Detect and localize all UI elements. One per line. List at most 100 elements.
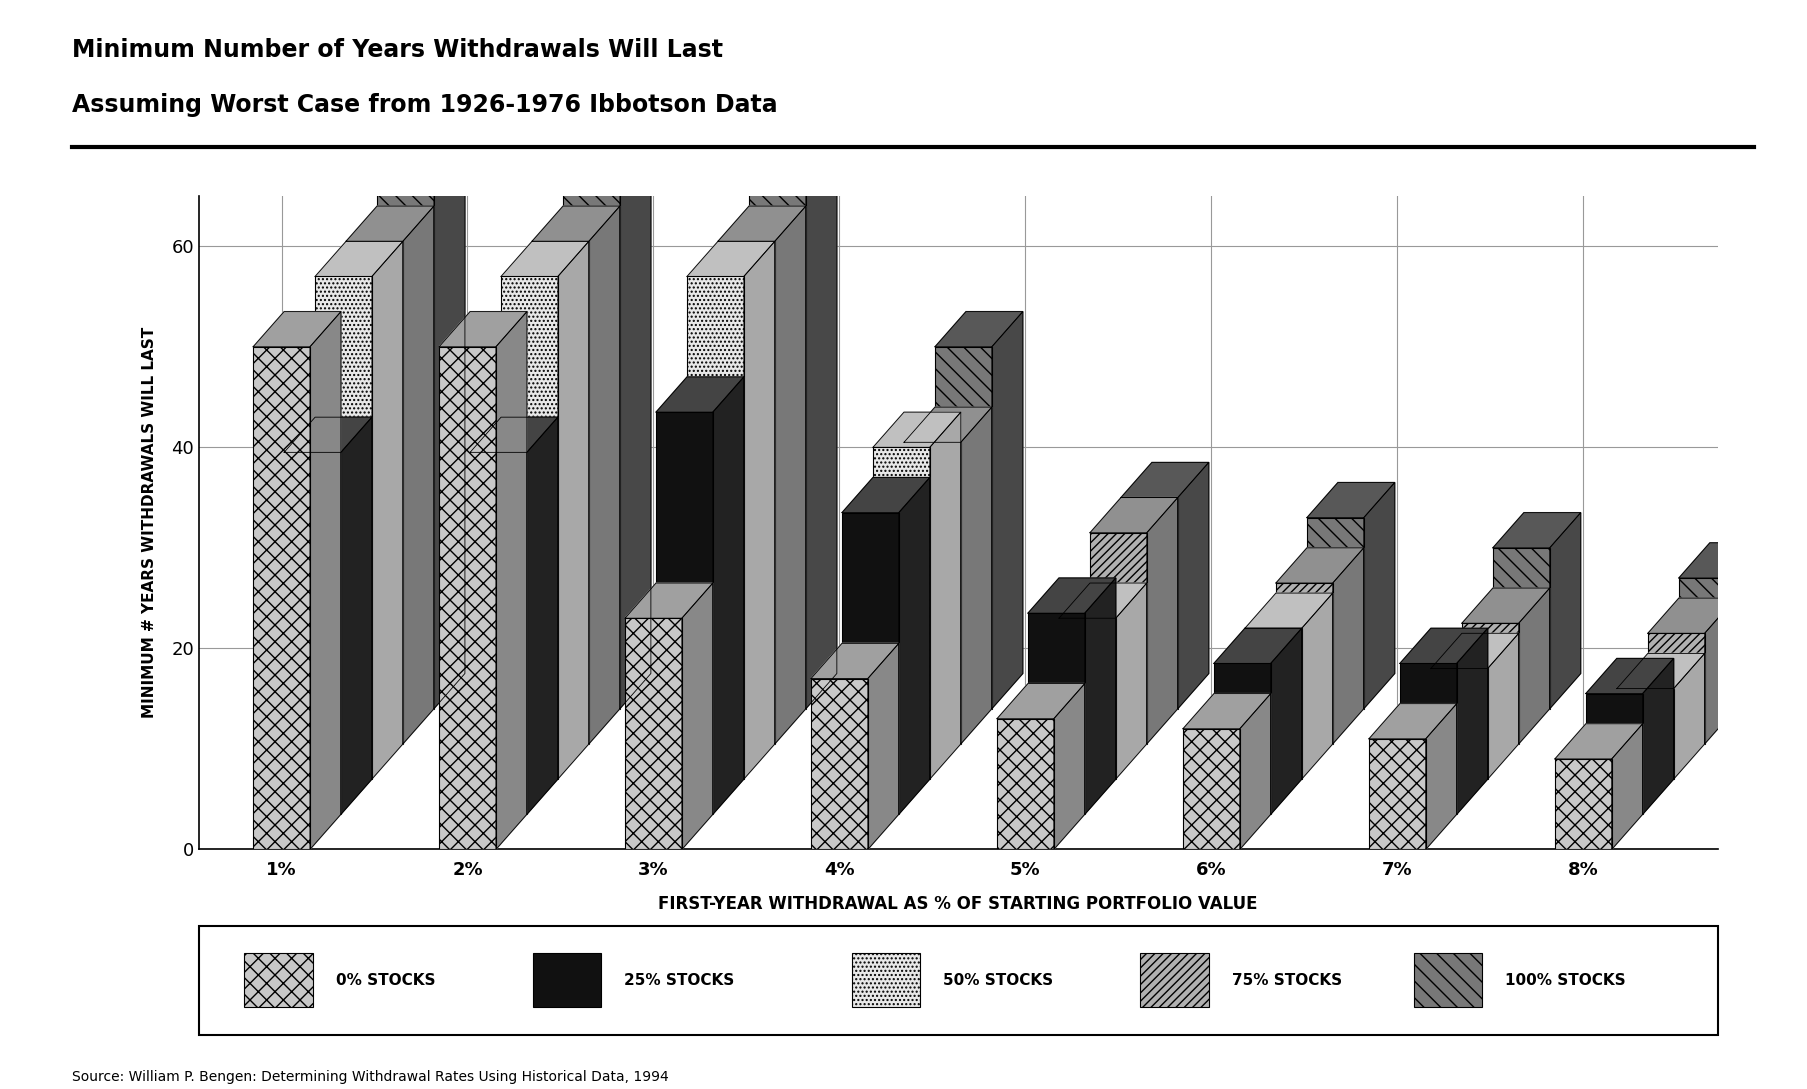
Polygon shape <box>1462 588 1549 623</box>
Polygon shape <box>403 206 434 744</box>
Polygon shape <box>811 644 898 678</box>
Bar <box>1646 634 1704 744</box>
Bar <box>1399 663 1456 815</box>
Polygon shape <box>562 140 651 176</box>
Bar <box>501 277 558 779</box>
Polygon shape <box>1426 703 1456 849</box>
Polygon shape <box>1487 634 1518 779</box>
Polygon shape <box>996 684 1084 719</box>
Polygon shape <box>495 311 526 849</box>
Polygon shape <box>1270 628 1301 815</box>
Bar <box>314 277 372 779</box>
Polygon shape <box>1643 659 1673 815</box>
X-axis label: FIRST-YEAR WITHDRAWAL AS % OF STARTING PORTFOLIO VALUE: FIRST-YEAR WITHDRAWAL AS % OF STARTING P… <box>658 895 1258 914</box>
Bar <box>996 719 1053 849</box>
Polygon shape <box>1146 498 1176 744</box>
Polygon shape <box>904 407 992 442</box>
Polygon shape <box>992 311 1023 709</box>
Polygon shape <box>1735 542 1765 709</box>
Polygon shape <box>1332 548 1362 744</box>
Bar <box>1140 953 1209 1007</box>
Bar <box>1212 663 1270 815</box>
Polygon shape <box>531 206 620 242</box>
Text: 75% STOCKS: 75% STOCKS <box>1231 972 1341 988</box>
Bar <box>1368 738 1426 849</box>
Text: Minimum Number of Years Withdrawals Will Last: Minimum Number of Years Withdrawals Will… <box>72 38 723 62</box>
Polygon shape <box>558 242 589 779</box>
Polygon shape <box>898 477 929 815</box>
Polygon shape <box>501 242 589 277</box>
Polygon shape <box>1028 578 1115 613</box>
Polygon shape <box>1615 653 1704 688</box>
Bar <box>1182 729 1240 849</box>
Polygon shape <box>378 140 464 176</box>
Polygon shape <box>309 311 342 849</box>
Polygon shape <box>1399 628 1487 663</box>
Polygon shape <box>929 412 960 779</box>
Polygon shape <box>1610 724 1643 849</box>
Polygon shape <box>1212 628 1301 663</box>
Polygon shape <box>748 140 837 176</box>
Polygon shape <box>1456 628 1487 815</box>
Polygon shape <box>1493 513 1579 548</box>
Polygon shape <box>372 242 403 779</box>
Polygon shape <box>314 242 403 277</box>
Polygon shape <box>1554 724 1643 759</box>
Bar <box>842 513 898 815</box>
Polygon shape <box>1120 463 1209 498</box>
Polygon shape <box>1673 653 1704 779</box>
Polygon shape <box>806 140 837 709</box>
Polygon shape <box>873 412 960 448</box>
Polygon shape <box>1585 659 1673 694</box>
Bar <box>345 242 403 744</box>
Text: 25% STOCKS: 25% STOCKS <box>623 972 734 988</box>
Bar <box>625 619 681 849</box>
Polygon shape <box>342 417 372 815</box>
Polygon shape <box>1240 694 1270 849</box>
Bar <box>439 346 495 849</box>
Bar <box>1276 583 1332 744</box>
Text: 50% STOCKS: 50% STOCKS <box>943 972 1053 988</box>
Polygon shape <box>681 583 712 849</box>
Polygon shape <box>842 477 929 513</box>
Polygon shape <box>1301 594 1332 779</box>
Polygon shape <box>1090 498 1176 533</box>
Polygon shape <box>1549 513 1579 709</box>
Polygon shape <box>620 140 651 709</box>
Bar <box>244 953 313 1007</box>
Bar <box>531 242 589 744</box>
Polygon shape <box>345 206 434 242</box>
Polygon shape <box>1429 634 1518 669</box>
Bar <box>1059 619 1115 779</box>
Bar <box>873 448 929 779</box>
Polygon shape <box>867 644 898 849</box>
Polygon shape <box>775 206 806 744</box>
Bar <box>1306 517 1362 709</box>
Bar <box>717 242 775 744</box>
Bar <box>1429 669 1487 779</box>
Text: Assuming Worst Case from 1926-1976 Ibbotson Data: Assuming Worst Case from 1926-1976 Ibbot… <box>72 93 777 117</box>
Bar <box>811 678 867 849</box>
Bar <box>1413 953 1482 1007</box>
Polygon shape <box>1182 694 1270 729</box>
Polygon shape <box>1518 588 1549 744</box>
Bar <box>1090 533 1146 744</box>
Polygon shape <box>1704 598 1735 744</box>
Polygon shape <box>434 140 464 709</box>
Polygon shape <box>284 417 372 452</box>
Polygon shape <box>1368 703 1456 738</box>
Y-axis label: MINIMUM # YEARS WITHDRAWALS WILL LAST: MINIMUM # YEARS WITHDRAWALS WILL LAST <box>143 327 157 719</box>
Bar <box>1554 759 1610 849</box>
Bar <box>1493 548 1549 709</box>
Bar <box>1028 613 1084 815</box>
Polygon shape <box>1115 583 1146 779</box>
Polygon shape <box>960 407 992 744</box>
Polygon shape <box>1176 463 1209 709</box>
Bar <box>1120 498 1176 709</box>
Polygon shape <box>1276 548 1362 583</box>
Polygon shape <box>1053 684 1084 849</box>
Bar <box>253 346 309 849</box>
Polygon shape <box>656 377 743 412</box>
Bar <box>284 452 342 815</box>
Bar <box>656 412 712 815</box>
